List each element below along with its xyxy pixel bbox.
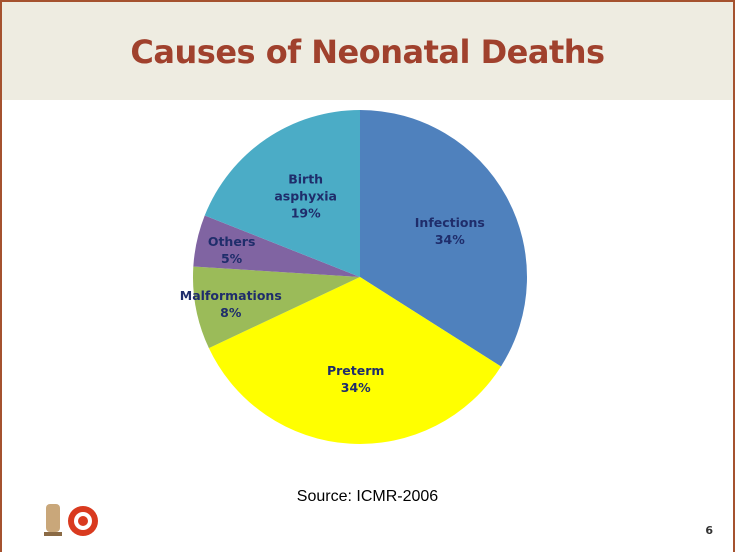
slice-category: Others (207, 233, 256, 249)
page-number: 6 (705, 524, 713, 537)
pie-slice (204, 110, 360, 277)
slice-category: Birth asphyxia (274, 171, 337, 204)
slice-value: 8% (220, 305, 242, 321)
nhm-logo-core (78, 516, 88, 526)
pie-slice (360, 110, 528, 367)
pie-slice (192, 266, 360, 349)
slice-label: Others 5% (208, 233, 256, 267)
slice-label: Birth asphyxia 19% (274, 171, 337, 222)
slice-label: Preterm 34% (327, 362, 384, 396)
slice-value: 34% (434, 231, 465, 247)
slice-value: 19% (290, 205, 321, 221)
slice-value: 5% (220, 250, 243, 266)
emblem-logo (46, 504, 60, 532)
chart-title: Causes of Neonatal Deaths (130, 33, 605, 71)
pie-slice (208, 277, 502, 445)
title-band (2, 2, 733, 100)
source-note: Source: ICMR-2006 (296, 488, 439, 505)
slice-value: 34% (340, 380, 371, 395)
slice-category: Malformations (179, 288, 282, 304)
emblem-base (44, 532, 62, 536)
pie-slice (193, 215, 360, 277)
logos (44, 504, 98, 536)
slice-category: Preterm (326, 363, 385, 378)
slice-label: Infections 34% (415, 214, 485, 248)
slice-label: Malformations 8% (180, 287, 282, 321)
slice-category: Infections (414, 214, 485, 230)
